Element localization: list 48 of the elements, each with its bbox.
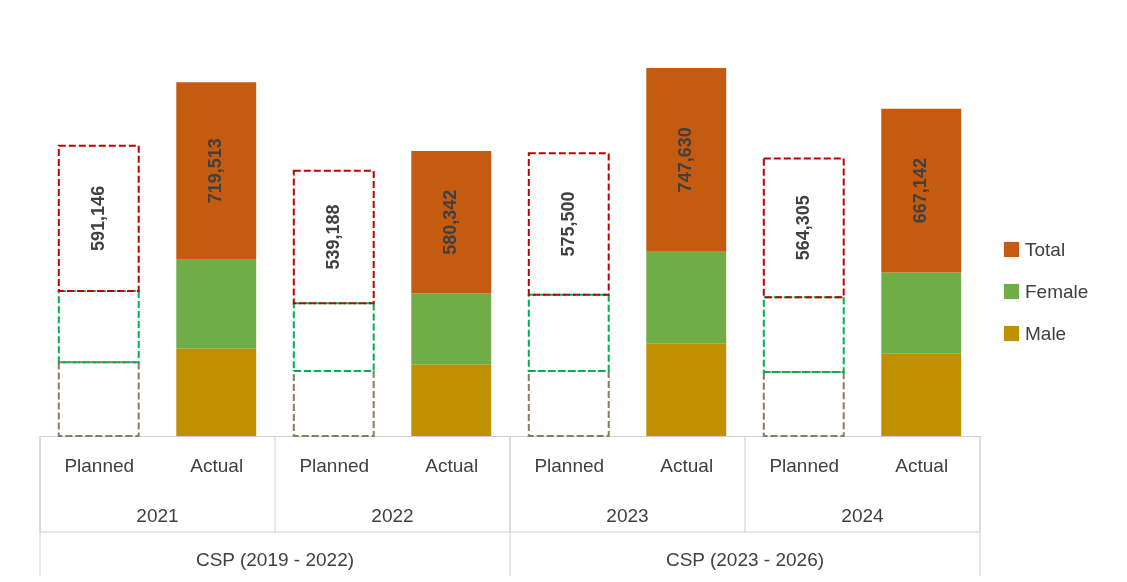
- bar: [762, 296, 845, 374]
- bar: [411, 364, 492, 436]
- x-tick-label: Actual: [190, 454, 244, 476]
- text: 2022: [371, 505, 414, 526]
- text: 2021: [136, 505, 179, 526]
- legend-label: Total: [1025, 238, 1066, 260]
- data-label: 539,188: [322, 204, 343, 270]
- bar: [292, 302, 375, 372]
- x-tick-label: Planned: [64, 454, 135, 476]
- data-label: 747,630: [675, 127, 696, 193]
- data-label: 564,305: [792, 195, 813, 261]
- data-label: 580,342: [440, 189, 461, 255]
- bar: [411, 293, 492, 365]
- bar: [646, 68, 727, 252]
- bar: [292, 169, 375, 305]
- x-tick-label: Planned: [769, 454, 840, 476]
- legend-label: Male: [1025, 322, 1067, 344]
- bar: [176, 348, 257, 436]
- data-label: 667,142: [910, 158, 931, 224]
- text: 2024: [841, 505, 885, 526]
- x-tick-label: Planned: [534, 454, 605, 476]
- bar: [57, 361, 140, 437]
- text: 2023: [606, 505, 649, 526]
- x-tick-label: Actual: [895, 454, 949, 476]
- data-label: 575,500: [557, 191, 578, 257]
- x-tick-label: Actual: [660, 454, 714, 476]
- x-tick-label: Actual: [425, 454, 479, 476]
- bar: [646, 343, 727, 436]
- bar: [527, 293, 610, 372]
- bar: [881, 353, 962, 436]
- legend-label: Female: [1025, 280, 1089, 302]
- bar: [527, 152, 610, 296]
- bar: [762, 157, 845, 299]
- bar: [57, 144, 140, 293]
- bar: [881, 108, 962, 273]
- data-label: 719,513: [205, 138, 226, 204]
- bar: [176, 259, 257, 349]
- bar: [527, 369, 610, 437]
- bar: [411, 150, 492, 294]
- text: CSP (2019 - 2022): [195, 549, 355, 570]
- bar: [646, 251, 727, 344]
- bar: [762, 371, 845, 437]
- bar: [881, 272, 962, 354]
- bar: [57, 290, 140, 364]
- data-label: 591,146: [87, 185, 108, 251]
- bar: [176, 82, 257, 260]
- x-tick-label: Planned: [299, 454, 370, 476]
- text: CSP (2023 - 2026): [665, 549, 825, 570]
